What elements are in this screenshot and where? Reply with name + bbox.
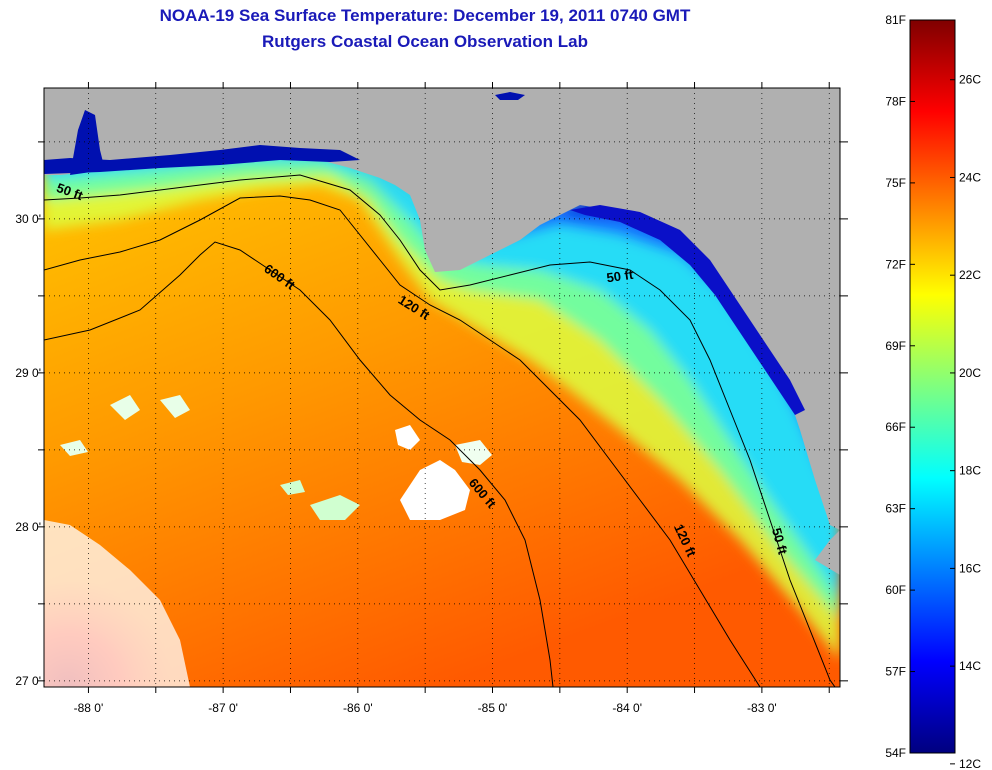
- contour-50ft: [44, 174, 836, 687]
- colorbar-c-label: 12C: [959, 757, 981, 770]
- depth-contours: [44, 174, 836, 687]
- contour-label: 50 ft: [606, 267, 635, 286]
- lon-tick-label: -85 0': [478, 701, 508, 715]
- map-area: [44, 88, 840, 687]
- lat-tick-label: 28 0': [15, 520, 41, 534]
- colorbar-f-label: 66F: [885, 420, 906, 434]
- colorbar-f-label: 63F: [885, 502, 906, 516]
- colorbar-c-label: 24C: [959, 170, 981, 184]
- colorbar-c-label: 14C: [959, 659, 981, 673]
- colorbar: [909, 19, 956, 754]
- colorbar-ticks: 81F 78F 75F 72F 69F 66F 63F 60F 57F 54F 26C 24C 22C 2…: [885, 13, 981, 770]
- colorbar-f-label: 57F: [885, 665, 906, 679]
- land-tampa: [815, 530, 840, 575]
- colorbar-c-label: 26C: [959, 73, 981, 87]
- lat-tick-label: 30 0': [15, 212, 41, 226]
- colorbar-f-label: 72F: [885, 257, 906, 271]
- lon-tick-label: -87 0': [208, 701, 238, 715]
- coastal-bays: [44, 145, 360, 174]
- map-frame: [43, 87, 841, 688]
- contour-label: 50 ft: [769, 526, 791, 556]
- map-subtitle: Rutgers Coastal Ocean Observation Lab: [262, 32, 588, 51]
- map-title: NOAA-19 Sea Surface Temperature: Decembe…: [159, 6, 691, 25]
- lon-tick-label: -86 0': [343, 701, 373, 715]
- lat-tick-label: 29 0': [15, 366, 41, 380]
- lon-tick-label: -83 0': [747, 701, 777, 715]
- cloud-cover: [44, 395, 492, 687]
- lon-tick-label: -88 0': [74, 701, 104, 715]
- colorbar-f-label: 78F: [885, 94, 906, 108]
- contour-120ft: [44, 195, 761, 687]
- band-cyan: [44, 140, 840, 600]
- colorbar-c-label: 22C: [959, 268, 981, 282]
- colorbar-f-label: 81F: [885, 13, 906, 27]
- bigbend-shallows: [570, 205, 805, 415]
- contour-600ft: [44, 241, 554, 687]
- lat-tick-label: 27 0': [15, 674, 41, 688]
- colorbar-f-label: 60F: [885, 583, 906, 597]
- lon-tick-label: -84 0': [612, 701, 642, 715]
- colorbar-f-label: 54F: [885, 746, 906, 760]
- colorbar-f-label: 75F: [885, 176, 906, 190]
- lake: [495, 92, 525, 100]
- axis-ticks: -88 0' -87 0' -86 0' -85 0' -84 0' -83 0' 30 0…: [15, 82, 848, 715]
- colorbar-c-label: 20C: [959, 366, 981, 380]
- colorbar-c-label: 16C: [959, 561, 981, 575]
- land: [44, 88, 840, 530]
- colorbar-f-label: 69F: [885, 339, 906, 353]
- colorbar-c-label: 18C: [959, 464, 981, 478]
